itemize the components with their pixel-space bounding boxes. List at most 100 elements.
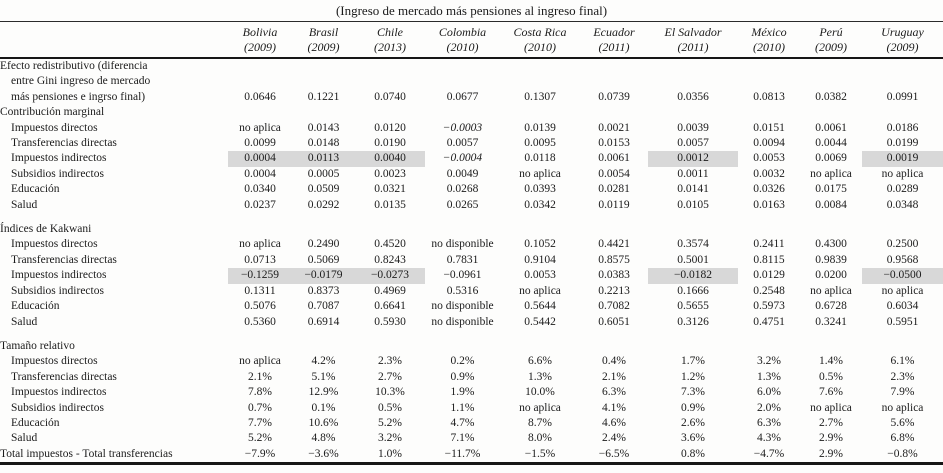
- value-cell: 0.0057: [446, 137, 479, 150]
- value-cell: 8.0%: [528, 432, 552, 445]
- section-row: Tamaño relativo: [0, 330, 943, 354]
- value-cell: 0.5655: [677, 300, 709, 313]
- value-cell: 2.4%: [602, 432, 626, 445]
- value-cell: 0.0151: [753, 121, 785, 134]
- value-cell: 6.1%: [890, 355, 915, 368]
- value-cell: 6.3%: [602, 386, 626, 399]
- value-cell: no aplica: [239, 238, 281, 251]
- value-cell: −0.0500: [862, 268, 943, 284]
- value-cell: 0.6034: [886, 300, 919, 313]
- value-cell: 0.9%: [450, 370, 475, 383]
- value-cell: 0.2500: [886, 238, 919, 251]
- value-cell: 2.6%: [681, 416, 705, 429]
- value-cell: 0.2%: [450, 355, 475, 368]
- value-cell: 0.2411: [753, 238, 785, 251]
- value-cell: 6.6%: [528, 355, 552, 368]
- value-cell: 0.0011: [677, 167, 709, 180]
- value-cell: 0.5973: [753, 300, 785, 313]
- column-header-ecuador: Ecuador (2011): [580, 21, 648, 59]
- value-cell: 10.0%: [525, 386, 555, 399]
- column-header-costa-rica: Costa Rica (2010): [500, 21, 580, 59]
- value-cell: no aplica: [519, 284, 561, 297]
- value-cell: 0.0032: [753, 167, 785, 180]
- value-cell: 5.6%: [890, 416, 915, 429]
- value-cell: 0.0061: [598, 152, 630, 165]
- table-row: Salud 0.0237 0.0292 0.0135 0.0265 0.0342 0.011…: [0, 198, 943, 213]
- value-cell: 0.2213: [598, 284, 630, 297]
- value-cell: −0.0182: [648, 268, 738, 284]
- value-cell: 0.0119: [598, 198, 630, 211]
- value-cell: 0.0021: [598, 121, 630, 134]
- value-cell: 0.0321: [374, 183, 406, 196]
- country-year: (2010): [446, 40, 479, 54]
- country-year: (2009): [886, 40, 919, 54]
- row-label: Impuestos directos: [11, 355, 98, 368]
- fiscal-incidence-table: Bolivia (2009) Brasil (2009) Chile (2013) Colo…: [0, 21, 943, 466]
- row-label: Transferencias directas: [11, 370, 117, 383]
- table-row: Subsidios indirectos 0.0004 0.0005 0.0023 0.…: [0, 167, 943, 182]
- value-cell: 4.8%: [311, 432, 336, 445]
- value-cell: 6.3%: [757, 416, 781, 429]
- value-cell: 0.0004: [228, 151, 292, 167]
- value-cell: 0.3126: [677, 315, 709, 328]
- value-cell: no disponible: [431, 300, 494, 313]
- value-cell: 1.1%: [450, 401, 475, 414]
- value-cell: 0.0129: [753, 269, 785, 282]
- value-cell: 7.6%: [819, 386, 843, 399]
- value-cell: 7.3%: [681, 386, 705, 399]
- value-cell: 0.4300: [815, 238, 847, 251]
- value-cell: no aplica: [519, 401, 561, 414]
- value-cell: 8.7%: [528, 416, 552, 429]
- section-row: Contribución marginal: [0, 105, 943, 120]
- value-cell: 10.6%: [308, 416, 339, 429]
- value-cell: no disponible: [431, 238, 494, 251]
- section-label: Contribución marginal: [0, 106, 105, 119]
- value-cell: 7.1%: [450, 432, 475, 445]
- value-cell: −3.6%: [308, 447, 339, 460]
- value-cell: 4.6%: [602, 416, 626, 429]
- value-cell: 1.3%: [528, 370, 552, 383]
- section-label: Índices de Kakwani: [0, 223, 92, 236]
- table-row: Subsidios indirectos 0.7% 0.1% 0.5% 1.1% no a…: [0, 401, 943, 416]
- column-header-brasil: Brasil (2009): [292, 21, 355, 59]
- value-cell: 0.0061: [815, 121, 847, 134]
- value-cell: 0.0040: [355, 151, 425, 167]
- value-cell: 0.6051: [598, 315, 630, 328]
- value-cell: 0.3574: [677, 238, 709, 251]
- value-cell: 4.2%: [311, 355, 336, 368]
- value-cell: 0.5001: [677, 253, 709, 266]
- column-header-per-: Perú (2009): [800, 21, 862, 59]
- row-label: Impuestos directos: [11, 121, 98, 134]
- country-name: México: [751, 25, 787, 39]
- value-cell: 0.0342: [524, 198, 556, 211]
- row-label: Subsidios indirectos: [11, 401, 104, 414]
- value-cell: −4.7%: [753, 447, 785, 460]
- value-cell: 0.0713: [244, 253, 276, 266]
- value-cell: 0.0053: [524, 269, 556, 282]
- row-label: Efecto redistributivo (diferencia entre G…: [0, 58, 228, 105]
- value-cell: 0.6728: [815, 300, 847, 313]
- country-year: (2009): [307, 40, 340, 54]
- row-label: Impuestos indirectos: [11, 386, 107, 399]
- value-cell: 0.2490: [307, 238, 340, 251]
- table-row: Impuestos directos no aplica 4.2% 2.3% 0.2% 6…: [0, 354, 943, 369]
- value-cell: 0.0739: [598, 90, 630, 103]
- value-cell: 0.1%: [311, 401, 336, 414]
- value-cell: 1.0%: [378, 447, 402, 460]
- table-subtitle: (Ingreso de mercado más pensiones al ing…: [335, 3, 608, 18]
- value-cell: 0.8115: [753, 253, 785, 266]
- value-cell: 0.0382: [815, 90, 847, 103]
- value-cell: 0.7082: [598, 300, 630, 313]
- value-cell: 0.1221: [307, 90, 340, 103]
- value-cell: 3.2%: [378, 432, 402, 445]
- country-name: Uruguay: [881, 25, 924, 39]
- value-cell: no aplica: [881, 167, 924, 180]
- table-row: Subsidios indirectos 0.1311 0.8373 0.4969 0.…: [0, 284, 943, 299]
- row-label-line: entre Gini ingreso de mercado: [11, 75, 151, 88]
- value-cell: 5.2%: [248, 432, 272, 445]
- value-cell: 5.1%: [311, 370, 336, 383]
- value-cell: 0.0281: [598, 183, 630, 196]
- row-label: Educación: [11, 416, 60, 429]
- value-cell: 0.5951: [886, 315, 919, 328]
